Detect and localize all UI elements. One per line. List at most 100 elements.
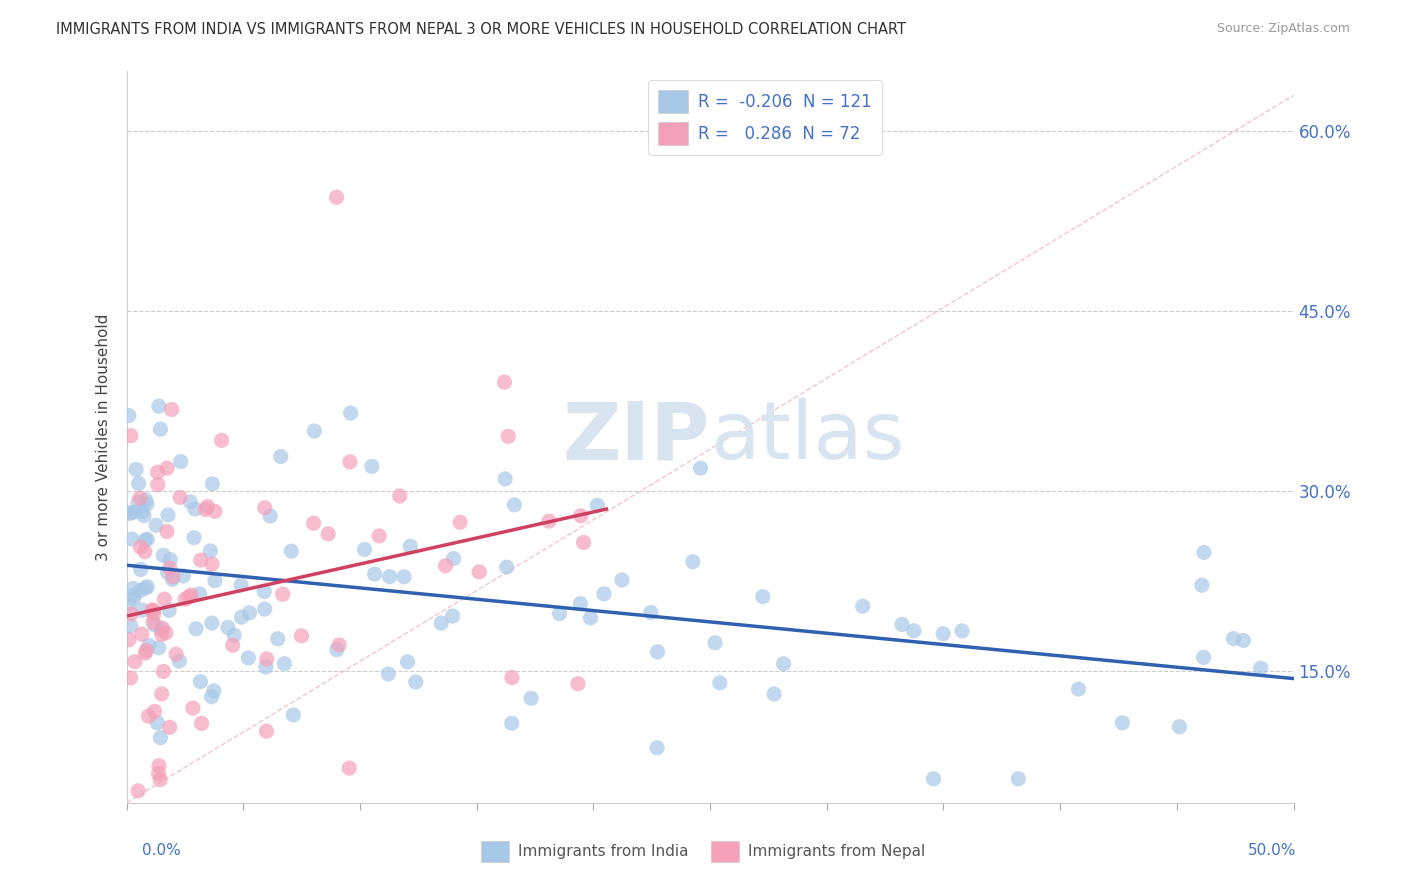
Point — [118, 632, 141, 647]
Point — [131, 627, 153, 641]
Point — [131, 505, 153, 519]
Point — [162, 570, 184, 584]
Point — [127, 495, 149, 509]
Point — [430, 616, 453, 631]
Point — [138, 638, 160, 652]
Point — [135, 493, 157, 508]
Point — [572, 535, 595, 549]
Point — [159, 720, 181, 734]
Point — [1007, 772, 1029, 786]
Point — [150, 623, 173, 637]
Point — [201, 557, 224, 571]
Point — [152, 621, 174, 635]
Point — [537, 514, 560, 528]
Point — [129, 583, 152, 598]
Point — [156, 524, 179, 539]
Text: Source: ZipAtlas.com: Source: ZipAtlas.com — [1216, 22, 1350, 36]
Point — [238, 606, 260, 620]
Point — [142, 615, 165, 630]
Point — [118, 597, 141, 611]
Point — [174, 592, 197, 607]
Point — [259, 509, 281, 524]
Point — [156, 461, 179, 475]
Point — [190, 716, 212, 731]
Point — [520, 691, 543, 706]
Point — [188, 587, 211, 601]
Point — [156, 508, 179, 522]
Point — [129, 491, 152, 505]
Point — [503, 498, 526, 512]
Point — [162, 572, 184, 586]
Point — [709, 676, 731, 690]
Point — [146, 465, 169, 479]
Point — [190, 674, 212, 689]
Point — [120, 607, 142, 621]
Point — [155, 625, 177, 640]
Point — [142, 607, 165, 621]
Point — [569, 508, 592, 523]
Point — [353, 542, 375, 557]
Point — [122, 591, 145, 606]
Point — [363, 567, 385, 582]
Point — [229, 578, 252, 592]
Point — [148, 640, 170, 655]
Point — [217, 620, 239, 634]
Point — [159, 552, 181, 566]
Point — [197, 500, 219, 514]
Point — [682, 555, 704, 569]
Point — [468, 565, 491, 579]
Point — [932, 626, 955, 640]
Point — [494, 472, 516, 486]
Point — [135, 497, 157, 511]
Point — [150, 687, 173, 701]
Point — [495, 560, 517, 574]
Point — [280, 544, 302, 558]
Point — [146, 715, 169, 730]
Point — [405, 675, 427, 690]
Point — [1192, 545, 1215, 559]
Point — [253, 584, 276, 599]
Point — [579, 611, 602, 625]
Point — [149, 422, 172, 436]
Point — [134, 646, 156, 660]
Point — [852, 599, 875, 614]
Point — [267, 632, 290, 646]
Point — [903, 624, 925, 638]
Point — [169, 654, 191, 668]
Point — [125, 462, 148, 476]
Point — [339, 455, 361, 469]
Point — [200, 690, 222, 704]
Point — [129, 540, 152, 554]
Text: IMMIGRANTS FROM INDIA VS IMMIGRANTS FROM NEPAL 3 OR MORE VEHICLES IN HOUSEHOLD C: IMMIGRANTS FROM INDIA VS IMMIGRANTS FROM… — [56, 22, 907, 37]
Point — [156, 566, 179, 580]
Point — [149, 772, 172, 787]
Point — [120, 506, 142, 520]
Point — [141, 603, 163, 617]
Point — [270, 450, 292, 464]
Point — [567, 676, 589, 690]
Point — [640, 606, 662, 620]
Point — [256, 724, 278, 739]
Point — [328, 638, 350, 652]
Text: ZIP: ZIP — [562, 398, 710, 476]
Point — [1067, 681, 1090, 696]
Point — [143, 617, 166, 632]
Point — [131, 603, 153, 617]
Point — [201, 615, 224, 630]
Point — [586, 498, 609, 512]
Point — [1222, 632, 1244, 646]
Point — [441, 609, 464, 624]
Point — [118, 507, 141, 521]
Point — [501, 671, 523, 685]
Point — [132, 508, 155, 523]
Point — [152, 665, 174, 679]
Point — [170, 455, 193, 469]
Point — [1250, 661, 1272, 675]
Legend: R =  -0.206  N = 121, R =   0.286  N = 72: R = -0.206 N = 121, R = 0.286 N = 72 — [648, 79, 882, 155]
Point — [157, 603, 180, 617]
Point — [204, 574, 226, 588]
Point — [150, 627, 173, 641]
Point — [238, 651, 260, 665]
Point — [253, 500, 276, 515]
Point — [377, 667, 399, 681]
